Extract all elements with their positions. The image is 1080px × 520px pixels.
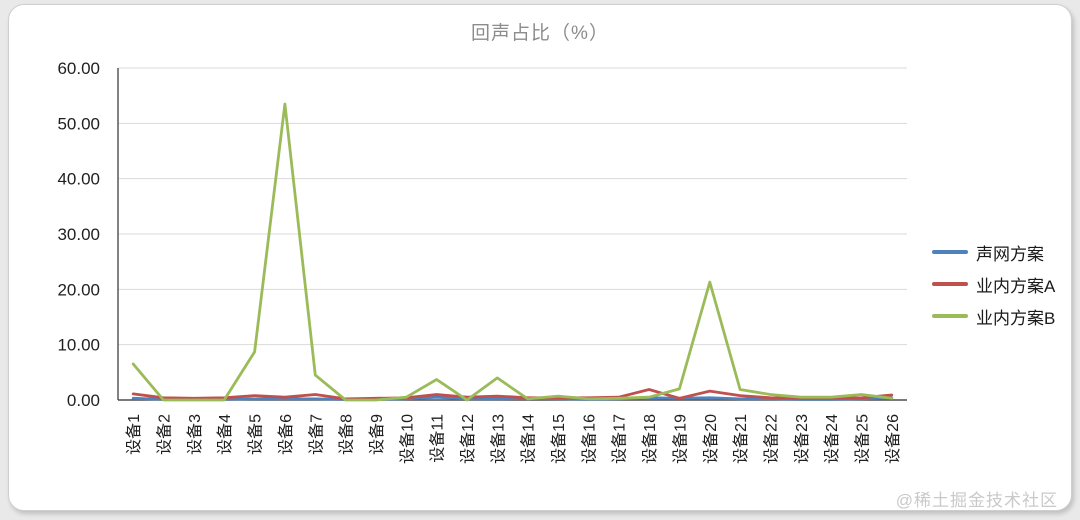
legend-label: 业内方案A	[976, 276, 1056, 296]
y-axis-tick-label: 0.00	[67, 391, 100, 410]
x-axis-tick-label: 设备4	[216, 414, 234, 455]
legend-line-swatch-icon	[932, 314, 968, 318]
x-axis-tick-label: 设备20	[702, 414, 720, 464]
y-axis-tick-label: 60.00	[57, 59, 100, 78]
x-axis-tick-label: 设备11	[429, 414, 447, 463]
legend-item-0: 声网方案	[932, 236, 1055, 268]
x-axis-tick-label: 设备19	[671, 414, 689, 464]
x-axis-tick-label: 设备22	[762, 414, 780, 464]
x-axis-tick-label: 设备15	[550, 414, 568, 464]
legend-label: 声网方案	[976, 244, 1044, 264]
chart-title: 回声占比（%）	[471, 23, 609, 44]
x-axis-tick-label: 设备21	[732, 414, 750, 464]
series-line-1	[131, 388, 894, 401]
x-axis-tick-label: 设备2	[156, 414, 174, 455]
chart-card	[8, 4, 1072, 511]
series-line-0	[131, 395, 894, 401]
legend-item-1: 业内方案A	[932, 268, 1055, 300]
y-axis-tick-label: 30.00	[57, 225, 100, 244]
y-axis-tick-label: 20.00	[57, 280, 100, 299]
x-axis-tick-label: 设备10	[398, 414, 416, 464]
x-axis-tick-label: 设备8	[338, 414, 356, 455]
x-axis-tick-label: 设备14	[520, 414, 538, 464]
x-axis-tick-label: 设备3	[186, 414, 204, 455]
x-axis-tick-label: 设备12	[459, 414, 477, 464]
chart-legend: 声网方案业内方案A 业内方案B	[932, 236, 1055, 332]
series-line-2	[131, 102, 894, 402]
x-axis-tick-label: 设备1	[125, 414, 143, 455]
x-axis-tick-label: 设备26	[884, 414, 902, 464]
x-axis-tick-label: 设备7	[307, 414, 325, 455]
x-axis-tick-label: 设备9	[368, 414, 386, 455]
x-axis-tick-label: 设备18	[641, 414, 659, 464]
x-axis-tick-label: 设备16	[580, 414, 598, 464]
legend-line-swatch-icon	[932, 250, 968, 254]
legend-label: 业内方案B	[976, 308, 1056, 328]
x-axis-tick-label: 设备23	[793, 414, 811, 464]
x-axis-tick-label: 设备6	[277, 414, 295, 455]
legend-line-swatch-icon	[932, 282, 968, 286]
y-axis-tick-label: 40.00	[57, 170, 100, 189]
x-axis-tick-label: 设备17	[611, 414, 629, 464]
watermark: @稀土掘金技术社区	[895, 491, 1058, 510]
y-axis-tick-label: 10.00	[57, 336, 100, 355]
x-axis-tick-label: 设备5	[247, 414, 265, 455]
legend-item-2: 业内方案B	[932, 300, 1055, 332]
x-axis-tick-label: 设备24	[823, 414, 841, 464]
y-axis-tick-label: 50.00	[57, 114, 100, 133]
x-axis-tick-label: 设备25	[853, 414, 871, 464]
x-axis-tick-label: 设备13	[489, 414, 507, 464]
